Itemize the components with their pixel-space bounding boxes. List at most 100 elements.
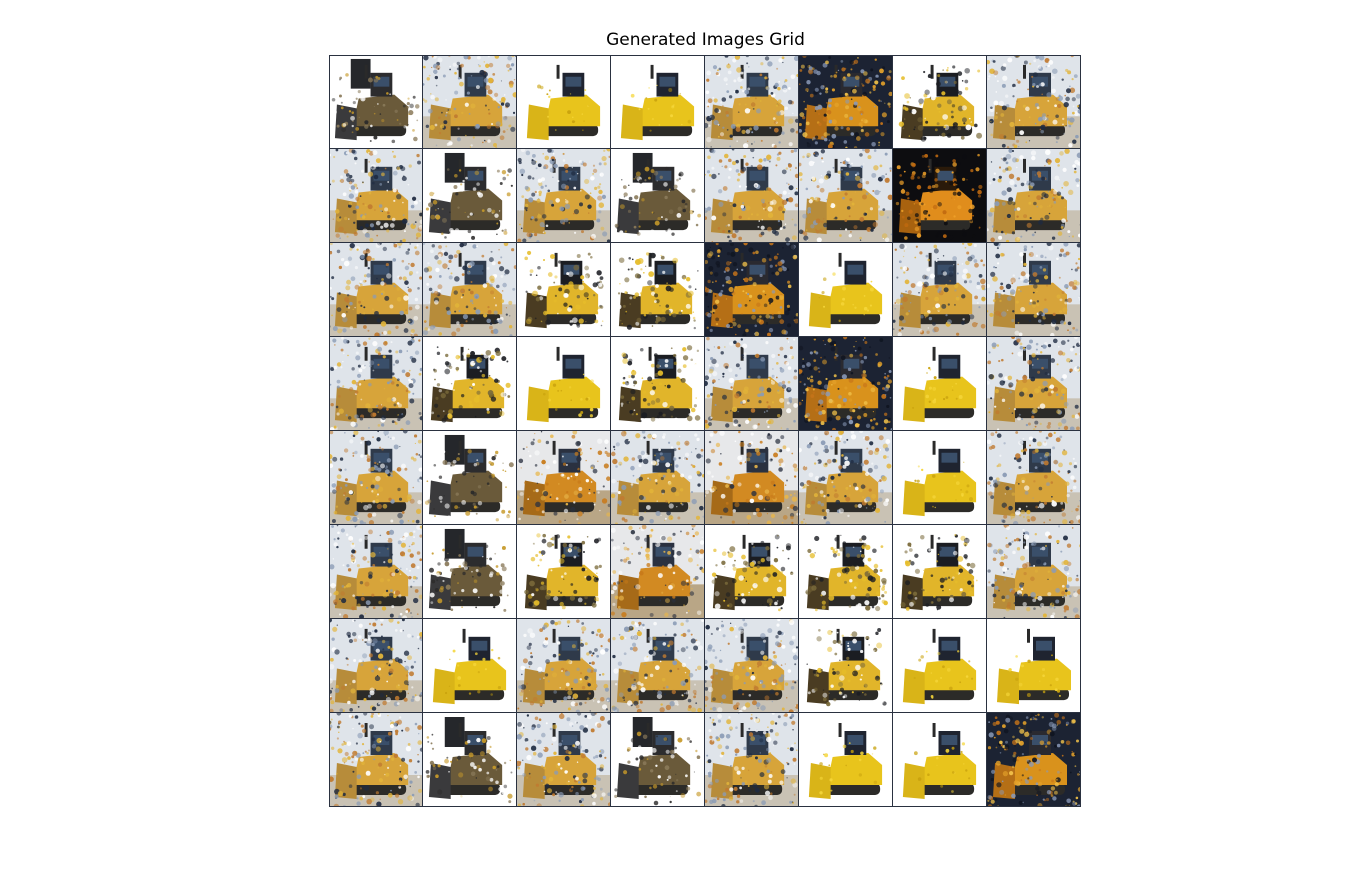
bulldozer-image <box>611 55 704 148</box>
bulldozer-image <box>423 619 516 712</box>
bulldozer-image <box>799 525 892 618</box>
generated-image-tile <box>799 525 893 619</box>
generated-image-tile <box>893 525 987 619</box>
bulldozer-image <box>705 431 798 524</box>
bulldozer-image <box>329 243 422 336</box>
generated-image-tile <box>329 149 423 243</box>
bulldozer-image <box>893 337 986 430</box>
generated-image-tile <box>705 713 799 807</box>
generated-image-tile <box>893 431 987 525</box>
generated-image-tile <box>517 55 611 149</box>
bulldozer-image <box>611 243 704 336</box>
bulldozer-image <box>893 243 986 336</box>
generated-image-tile <box>329 619 423 713</box>
generated-image-tile <box>611 525 705 619</box>
generated-image-tile <box>611 713 705 807</box>
bulldozer-image <box>799 243 892 336</box>
generated-image-tile <box>329 337 423 431</box>
generated-image-tile <box>329 713 423 807</box>
generated-image-tile <box>987 619 1081 713</box>
bulldozer-image <box>611 713 704 807</box>
bulldozer-image <box>611 619 704 712</box>
generated-image-tile <box>893 149 987 243</box>
bulldozer-image <box>611 525 704 618</box>
figure-title: Generated Images Grid <box>606 30 805 50</box>
bulldozer-image <box>893 713 986 807</box>
bulldozer-image <box>611 431 704 524</box>
bulldozer-image <box>705 149 798 242</box>
generated-image-tile <box>987 337 1081 431</box>
generated-image-tile <box>799 243 893 337</box>
generated-image-tile <box>423 243 517 337</box>
bulldozer-image <box>329 525 422 618</box>
bulldozer-image <box>893 525 986 618</box>
image-grid <box>329 55 1081 807</box>
generated-image-tile <box>517 713 611 807</box>
generated-image-tile <box>987 713 1081 807</box>
bulldozer-image <box>799 149 892 242</box>
bulldozer-image <box>799 55 892 148</box>
bulldozer-image <box>705 619 798 712</box>
generated-image-tile <box>893 713 987 807</box>
bulldozer-image <box>611 337 704 430</box>
generated-image-tile <box>611 431 705 525</box>
bulldozer-image <box>987 243 1081 336</box>
bulldozer-image <box>423 525 516 618</box>
generated-image-tile <box>705 149 799 243</box>
generated-image-tile <box>423 55 517 149</box>
generated-image-tile <box>423 619 517 713</box>
generated-image-tile <box>705 431 799 525</box>
bulldozer-image <box>329 713 422 807</box>
bulldozer-image <box>987 619 1081 712</box>
generated-image-tile <box>893 55 987 149</box>
generated-image-tile <box>705 55 799 149</box>
bulldozer-image <box>987 55 1081 148</box>
generated-image-tile <box>705 337 799 431</box>
generated-image-tile <box>517 525 611 619</box>
generated-image-tile <box>611 149 705 243</box>
generated-image-tile <box>423 337 517 431</box>
bulldozer-image <box>987 713 1081 807</box>
generated-image-tile <box>893 243 987 337</box>
bulldozer-image <box>517 55 610 148</box>
bulldozer-image <box>329 619 422 712</box>
generated-image-tile <box>611 243 705 337</box>
generated-image-tile <box>893 337 987 431</box>
generated-image-tile <box>517 431 611 525</box>
generated-image-tile <box>611 337 705 431</box>
generated-image-tile <box>423 431 517 525</box>
generated-image-tile <box>987 525 1081 619</box>
bulldozer-image <box>329 431 422 524</box>
bulldozer-image <box>423 431 516 524</box>
bulldozer-image <box>705 337 798 430</box>
generated-image-tile <box>423 149 517 243</box>
bulldozer-image <box>799 337 892 430</box>
bulldozer-image <box>705 713 798 807</box>
generated-image-tile <box>987 149 1081 243</box>
bulldozer-image <box>705 55 798 148</box>
bulldozer-image <box>705 525 798 618</box>
bulldozer-image <box>987 431 1081 524</box>
bulldozer-image <box>611 149 704 242</box>
bulldozer-image <box>987 337 1081 430</box>
bulldozer-image <box>893 619 986 712</box>
generated-image-tile <box>517 243 611 337</box>
bulldozer-image <box>517 337 610 430</box>
bulldozer-image <box>517 431 610 524</box>
generated-image-tile <box>987 431 1081 525</box>
bulldozer-image <box>517 149 610 242</box>
bulldozer-image <box>329 149 422 242</box>
generated-image-tile <box>799 149 893 243</box>
bulldozer-image <box>893 149 986 242</box>
bulldozer-image <box>893 55 986 148</box>
generated-image-tile <box>423 525 517 619</box>
bulldozer-image <box>987 149 1081 242</box>
generated-image-tile <box>329 525 423 619</box>
bulldozer-image <box>799 713 892 807</box>
bulldozer-image <box>987 525 1081 618</box>
generated-image-tile <box>705 619 799 713</box>
generated-image-tile <box>799 431 893 525</box>
bulldozer-image <box>517 525 610 618</box>
bulldozer-image <box>423 337 516 430</box>
bulldozer-image <box>799 619 892 712</box>
